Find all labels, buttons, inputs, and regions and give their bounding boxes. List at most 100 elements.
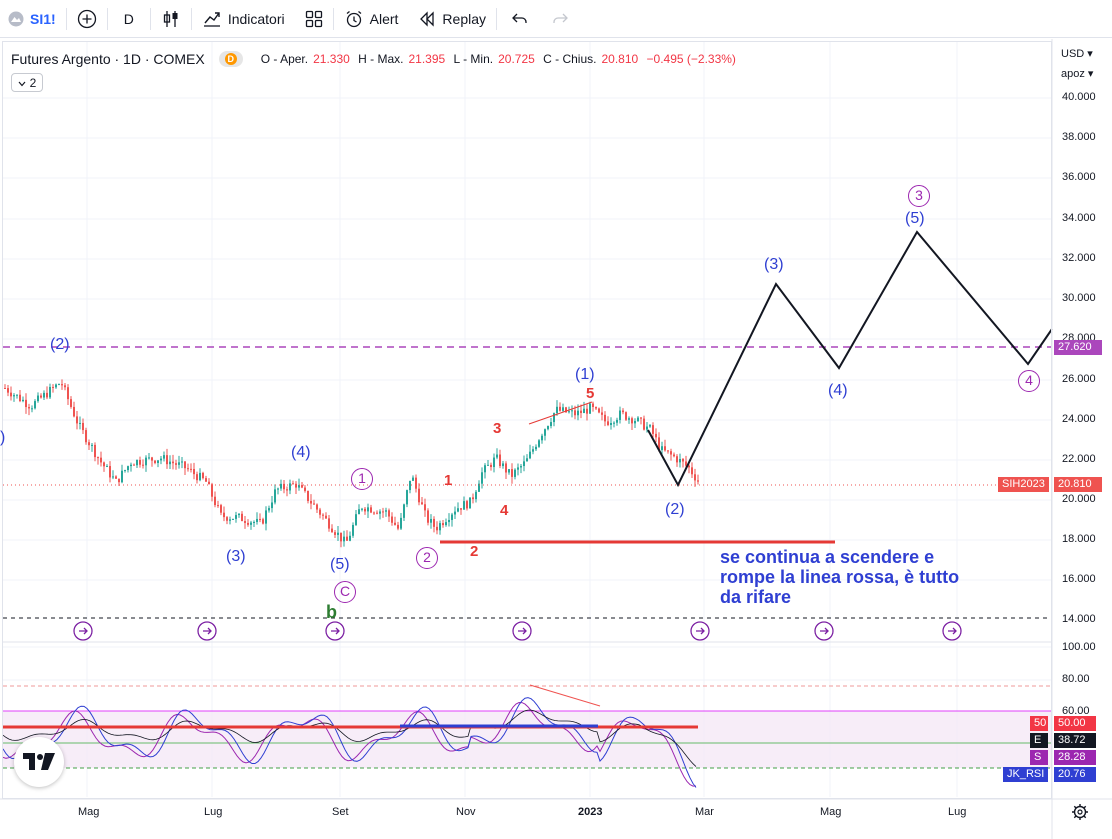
candle-body [43, 392, 45, 398]
plus-circle-icon [77, 9, 97, 29]
currency-selector[interactable]: USD ▾ [1061, 48, 1093, 60]
candle-body [382, 511, 384, 513]
candles-icon [161, 9, 181, 29]
candle-body [691, 467, 693, 475]
wave-label-red: 4 [500, 502, 509, 519]
candle-body [337, 532, 339, 535]
candle-body [466, 501, 468, 509]
candle-body [82, 422, 84, 431]
candle-body [244, 521, 246, 523]
candle-body [655, 433, 657, 438]
candle-body [7, 388, 9, 393]
candle-body [532, 449, 534, 452]
candle-body [658, 437, 660, 451]
symbol-button[interactable]: SI1! [0, 0, 66, 38]
elliott-projection-path [647, 230, 1053, 488]
separator [106, 7, 108, 30]
candle-body [34, 401, 36, 409]
legend-title[interactable]: Futures Argento · 1D · COMEX [11, 51, 205, 67]
candle-body [289, 483, 291, 491]
chart-type-button[interactable] [151, 0, 191, 38]
candle-body [316, 504, 318, 510]
candle-body [115, 476, 117, 479]
candle-body [343, 536, 345, 542]
rsi-tick: 100.00 [1062, 641, 1096, 653]
candle-body [541, 435, 543, 441]
candle-body [631, 418, 633, 424]
wave-label: (5) [905, 210, 925, 227]
templates-button[interactable] [295, 0, 333, 38]
chart-area[interactable]: Futures Argento · 1D · COMEX D O - Aper.… [0, 39, 1112, 839]
chart-canvas[interactable] [0, 39, 1112, 839]
scale-selector[interactable]: apoz ▾ [1061, 68, 1094, 80]
candle-body [499, 454, 501, 467]
candle-body [433, 518, 435, 527]
indicators-button[interactable]: Indicatori [192, 0, 295, 38]
candle-body [16, 394, 18, 396]
candle-body [295, 483, 297, 488]
candle-body [640, 417, 642, 419]
candle-body [331, 528, 333, 533]
separator [496, 7, 498, 30]
candle-body [595, 407, 597, 409]
candle-body [91, 444, 93, 446]
candle-body [292, 483, 294, 485]
candle-body [322, 514, 324, 516]
candle-body [583, 408, 585, 414]
add-symbol-button[interactable] [67, 0, 107, 38]
legend-collapse-button[interactable]: 2 [11, 73, 43, 92]
candle-body [166, 455, 168, 465]
interval-button[interactable]: D [108, 0, 150, 38]
candle-body [31, 408, 33, 410]
candle-body [610, 422, 612, 425]
indicator-count: 2 [29, 75, 37, 90]
candle-body [634, 421, 636, 424]
candle-body [667, 450, 669, 452]
candle-body [67, 387, 69, 400]
grid-icon [305, 10, 323, 28]
candle-body [346, 536, 348, 541]
interval-label: D [123, 10, 134, 27]
candle-body [139, 459, 141, 465]
candle-body [685, 461, 687, 466]
candle-body [328, 518, 330, 529]
undo-button[interactable] [497, 0, 543, 38]
candle-body [145, 457, 147, 466]
price-tick: 36.000 [1062, 171, 1096, 183]
alert-button[interactable]: Alert [334, 0, 409, 38]
annotation-text-line[interactable]: da rifare [720, 587, 792, 607]
candle-body [676, 456, 678, 463]
candle-body [268, 508, 270, 511]
candle-body [118, 478, 120, 483]
candle-body [538, 440, 540, 447]
price-tick: 18.000 [1062, 533, 1096, 545]
rsi-line [2, 697, 697, 788]
candle-body [340, 532, 342, 542]
candle-body [40, 395, 42, 398]
candle-body [436, 526, 438, 531]
candle-body [256, 518, 258, 522]
tradingview-logo[interactable] [14, 737, 64, 787]
candle-body [616, 419, 618, 423]
candle-body [508, 469, 510, 473]
candle-body [511, 469, 513, 477]
candle-body [133, 464, 135, 466]
candle-body [502, 463, 504, 467]
candle-body [394, 522, 396, 525]
candle-body [52, 386, 54, 388]
replay-button[interactable]: Replay [408, 0, 496, 38]
candle-body [238, 513, 240, 516]
candle-body [679, 458, 681, 463]
rsi-s-label: S [1030, 750, 1048, 765]
candle-body [160, 458, 162, 461]
candle-body [652, 425, 654, 434]
candle-body [517, 467, 519, 470]
candle-body [88, 442, 90, 446]
delay-badge[interactable]: D [218, 51, 243, 67]
annotation-text-line[interactable]: rompe la linea rossa, è tutto [720, 567, 960, 587]
candle-body [646, 426, 648, 430]
redo-button[interactable] [543, 0, 577, 38]
last-price-tag: 20.810 [1054, 477, 1102, 492]
annotation-text-line[interactable]: se continua a scendere e [720, 547, 935, 567]
candle-body [157, 460, 159, 463]
